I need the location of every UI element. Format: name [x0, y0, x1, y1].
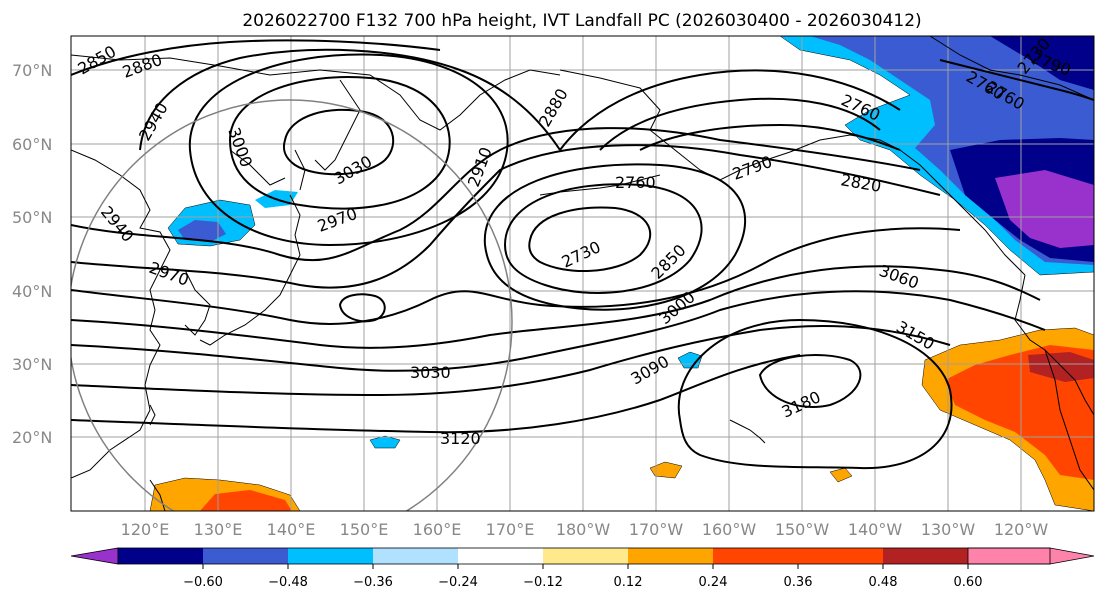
contour-label: 2760 — [615, 173, 656, 192]
contour-low-pacific-3 — [483, 163, 747, 311]
map-frame — [70, 35, 1095, 512]
lon-label: 150°W — [775, 520, 830, 539]
ivt-region-alaska-core — [995, 170, 1094, 248]
contour-trough-a — [71, 127, 921, 262]
colorbar-tick-label: 0.48 — [869, 575, 898, 590]
figure-title: 2026022700 F132 700 hPa height, IVT Land… — [242, 11, 921, 31]
coast-japan — [199, 194, 301, 346]
contour-north-5 — [639, 123, 901, 151]
lat-label: 70°N — [12, 61, 52, 80]
ivt-patch-east-hawaii — [829, 467, 853, 483]
ivt-shading — [149, 36, 1094, 511]
colorbar-bin — [883, 548, 968, 564]
contour-arctic — [939, 59, 1094, 101]
colorbar-bin — [798, 548, 883, 564]
coast-hawaii — [729, 419, 766, 444]
colorbar: −0.60 −0.48 −0.36 −0.24 −0.12 0.12 0.24 … — [70, 547, 1095, 590]
coast-siberia — [71, 54, 561, 131]
contour-high-east — [758, 354, 862, 408]
colorbar-bin — [458, 548, 543, 564]
lon-label: 170°W — [629, 520, 684, 539]
contour-zonal-4 — [71, 324, 951, 397]
colorbar-bin — [203, 548, 288, 564]
coast-korea — [184, 269, 211, 336]
colorbar-tick-label: −0.36 — [353, 575, 393, 590]
lat-label: 60°N — [12, 135, 52, 154]
colorbar-tick-label: 0.24 — [699, 575, 728, 590]
lon-label: 130°E — [194, 520, 243, 539]
colorbar-bin — [628, 548, 713, 564]
ivt-region-philippines-red — [200, 490, 292, 511]
colorbar-ticks — [202, 564, 969, 569]
colorbar-tick-label: −0.48 — [268, 575, 308, 590]
contour-low-pacific-2 — [503, 183, 703, 294]
lon-label: 160°W — [702, 520, 757, 539]
longitude-labels: 120°E 130°E 140°E 150°E 160°E 170°E 180°… — [121, 520, 1049, 539]
contour-small-low — [338, 293, 386, 323]
lat-label: 30°N — [12, 355, 52, 374]
coast-baja — [1044, 349, 1094, 491]
colorbar-bin — [118, 548, 203, 564]
colorbar-tick-label: 0.36 — [784, 575, 813, 590]
range-circle — [71, 99, 513, 511]
colorbar-bin — [713, 548, 798, 564]
contour-north-3 — [559, 69, 901, 151]
contour-north-1 — [71, 39, 441, 76]
contour-north-4 — [599, 97, 881, 151]
colorbar-tick-label: −0.60 — [183, 575, 223, 590]
lon-label: 160°E — [413, 520, 462, 539]
contour-label: 3120 — [440, 429, 481, 448]
colorbar-bin — [543, 548, 628, 564]
contour-zonal-1 — [71, 227, 961, 325]
ivt-patch-near-hawaii — [649, 461, 683, 479]
contour-zonal-3 — [71, 290, 1046, 372]
contour-low-siberia-3 — [188, 53, 509, 247]
coast-kamchatka — [314, 79, 361, 171]
lon-label: 120°E — [121, 520, 170, 539]
colorbar-extend-right — [967, 547, 1095, 565]
colorbar-tick-label: 0.12 — [614, 575, 643, 590]
contour-north-2 — [139, 48, 561, 151]
ivt-region-california-core — [1028, 352, 1094, 382]
colorbar-extend-left — [70, 547, 119, 565]
colorbar-tick-label: −0.12 — [523, 575, 563, 590]
lat-label: 50°N — [12, 208, 52, 227]
colorbar-tick-label: 0.60 — [954, 575, 983, 590]
coast-arctic-islands — [929, 36, 1094, 101]
contour-zonal-2 — [71, 265, 1041, 349]
ivt-region-japan-mid — [178, 220, 226, 242]
coast-okhotsk — [229, 149, 286, 186]
height-contours — [71, 39, 1094, 470]
contour-low-siberia-2 — [228, 76, 451, 210]
contour-low-siberia-inner — [282, 108, 395, 176]
graticule — [71, 36, 1094, 511]
latitude-labels: 70°N 60°N 50°N 40°N 30°N 20°N — [12, 61, 52, 447]
contour-trough-b — [71, 144, 941, 289]
lon-label: 140°E — [267, 520, 316, 539]
colorbar-outline — [117, 547, 1051, 565]
map-panel: 2850 2880 2940 3000 3030 2910 2880 2760 … — [70, 34, 1095, 512]
contour-high-east-outer — [677, 318, 953, 470]
lat-label: 40°N — [12, 282, 52, 301]
lon-label: 140°W — [848, 520, 903, 539]
lon-label: 120°W — [994, 520, 1049, 539]
lon-label: 150°E — [340, 520, 389, 539]
colorbar-bin — [288, 548, 373, 564]
coast-philippines — [149, 479, 166, 511]
contour-label: 3030 — [410, 363, 451, 382]
colorbar-tick-label: −0.24 — [438, 575, 478, 590]
coast-taiwan — [149, 404, 156, 426]
contour-zonal-5 — [71, 354, 801, 434]
lat-label: 20°N — [12, 428, 52, 447]
contour-low-pacific-inner — [528, 206, 652, 273]
ivt-region-arctic-top — [990, 36, 1094, 90]
lon-label: 130°W — [921, 520, 976, 539]
lon-label: 180°W — [556, 520, 611, 539]
colorbar-bin — [373, 548, 458, 564]
lon-label: 170°E — [486, 520, 535, 539]
